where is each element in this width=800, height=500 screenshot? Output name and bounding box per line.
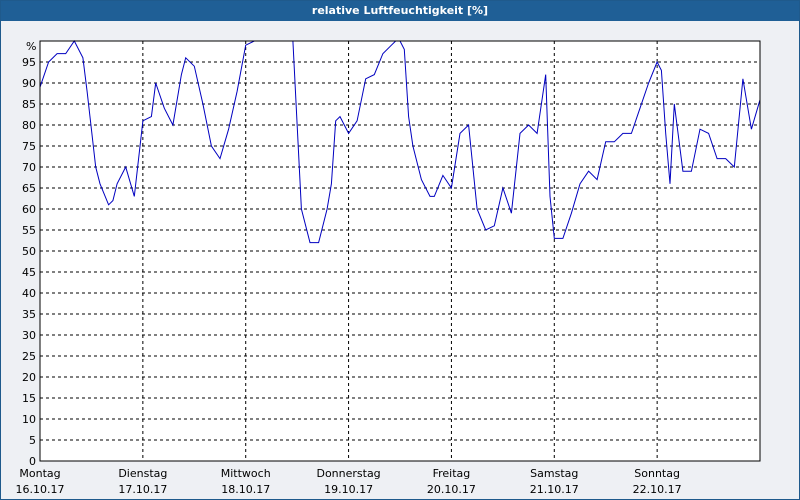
x-tick-day: Dienstag (118, 467, 167, 480)
y-tick-label: 25 (22, 350, 36, 363)
x-tick-date: 16.10.17 (16, 483, 65, 496)
y-tick-label: 15 (22, 392, 36, 405)
y-tick-label: 5 (29, 434, 36, 447)
x-tick-date: 18.10.17 (221, 483, 270, 496)
x-tick-day: Donnerstag (316, 467, 380, 480)
y-unit-label: % (26, 40, 36, 53)
y-tick-label: 65 (22, 182, 36, 195)
humidity-series-line (39, 40, 761, 244)
x-tick-date: 20.10.17 (427, 483, 476, 496)
x-tick-day: Freitag (433, 467, 471, 480)
y-tick-label: 10 (22, 413, 36, 426)
y-tick-label: 30 (22, 329, 36, 342)
x-tick-day: Mittwoch (221, 467, 271, 480)
x-tick-day: Montag (19, 467, 60, 480)
y-axis-ticks: 0 5 10 15 20 25 30 35 40 45 50 55 60 65 70 75 80 85 90 95 (22, 56, 36, 468)
y-tick-label: 85 (22, 98, 36, 111)
y-tick-label: 60 (22, 203, 36, 216)
x-tick-day: Samstag (530, 467, 578, 480)
y-tick-label: 50 (22, 245, 36, 258)
x-tick-date: 21.10.17 (530, 483, 579, 496)
y-tick-label: 70 (22, 161, 36, 174)
y-tick-label: 55 (22, 224, 36, 237)
x-tick-date: 19.10.17 (324, 483, 373, 496)
x-axis-ticks: Montag 16.10.17 Dienstag 17.10.17 Mittwoch 18… (16, 467, 682, 496)
y-tick-label: 45 (22, 266, 36, 279)
y-tick-label: 75 (22, 140, 36, 153)
y-tick-label: 80 (22, 119, 36, 132)
x-tick-date: 22.10.17 (633, 483, 682, 496)
plot-border (39, 40, 761, 462)
y-tick-label: 0 (29, 455, 36, 468)
grid (40, 41, 760, 461)
x-tick-day: Sonntag (634, 467, 680, 480)
y-tick-label: 35 (22, 308, 36, 321)
y-tick-label: 40 (22, 287, 36, 300)
chart-title: relative Luftfeuchtigkeit [%] (1, 1, 799, 21)
y-tick-label: 20 (22, 371, 36, 384)
x-tick-date: 17.10.17 (118, 483, 167, 496)
y-tick-label: 90 (22, 77, 36, 90)
y-tick-label: 95 (22, 56, 36, 69)
